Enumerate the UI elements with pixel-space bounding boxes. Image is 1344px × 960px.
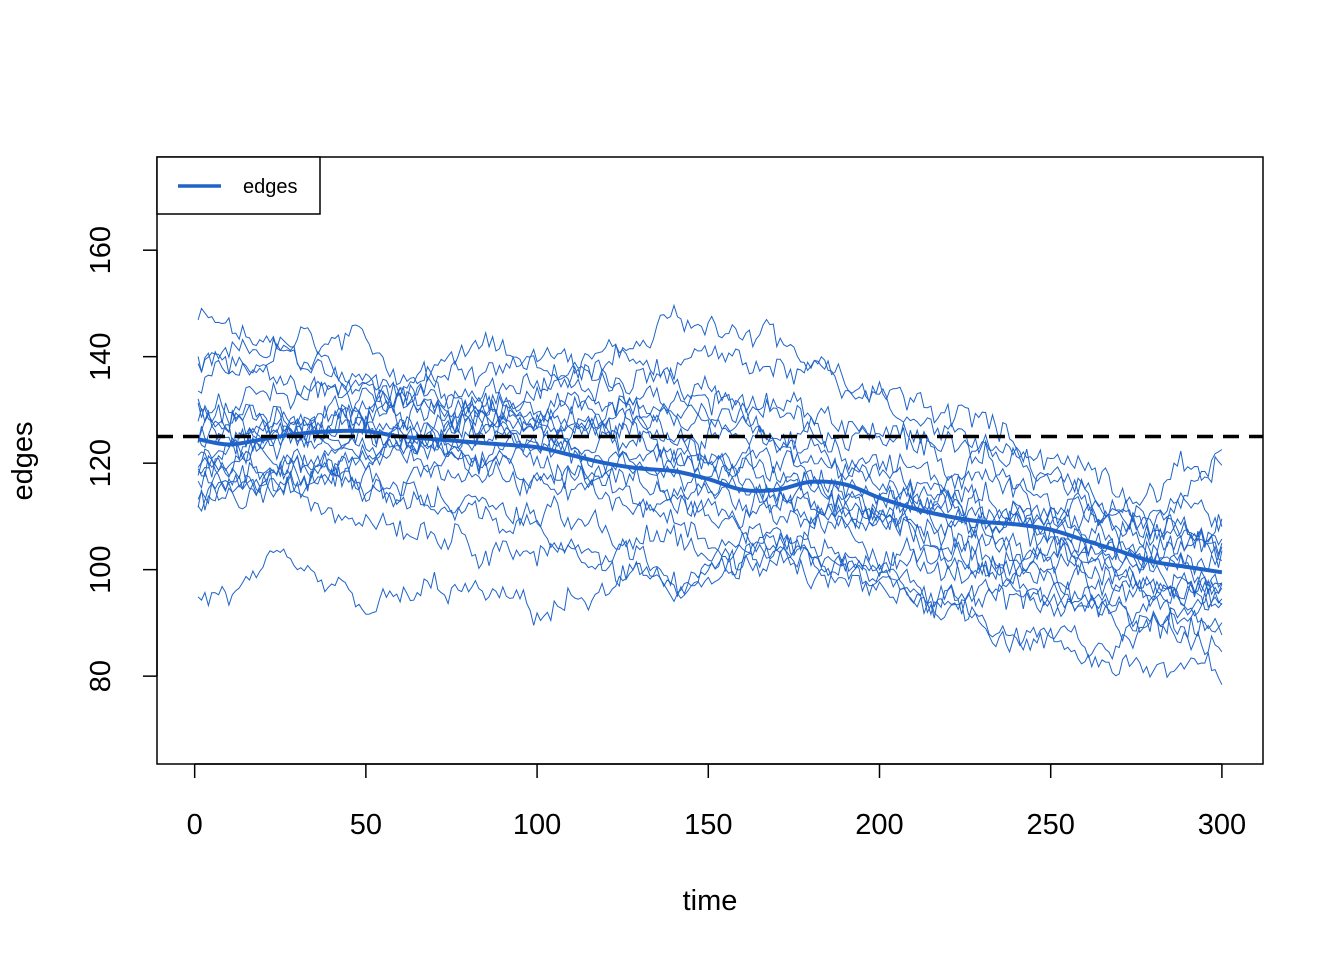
y-axis-title: edges [7, 421, 39, 500]
x-tick-label-0: 0 [187, 809, 203, 841]
simulation-line-1 [197, 307, 1223, 576]
x-tick-label-150: 150 [684, 809, 732, 841]
simulation-line-3 [197, 399, 1223, 617]
simulation-line-17 [197, 398, 1223, 656]
mean-edges-line [197, 428, 1223, 575]
simulation-line-19 [197, 405, 1223, 636]
simulation-line-13 [197, 342, 1223, 597]
simulation-line-4 [197, 404, 1223, 596]
simulation-line-15 [197, 424, 1223, 562]
simulation-line-8 [197, 344, 1223, 506]
x-axis-title: time [683, 885, 738, 917]
simulation-line-10 [197, 457, 1223, 661]
legend-label-edges: edges [243, 176, 298, 198]
simulation-line-18 [197, 303, 1223, 557]
x-tick-label-300: 300 [1198, 809, 1246, 841]
simulation-line-6 [197, 343, 1223, 548]
x-tick-label-100: 100 [513, 809, 561, 841]
mean-series-group [197, 428, 1223, 575]
y-tick-label-140: 140 [85, 333, 117, 381]
simulation-line-5 [197, 536, 1223, 685]
y-tick-label-100: 100 [85, 546, 117, 594]
x-tick-label-250: 250 [1027, 809, 1075, 841]
y-axis: 80 100 120 140 160 [85, 226, 158, 692]
legend: edges [156, 156, 321, 215]
x-tick-label-50: 50 [350, 809, 382, 841]
x-axis: 0 50 100 150 200 250 300 [187, 763, 1246, 841]
y-tick-label-120: 120 [85, 439, 117, 487]
simulation-series-group [197, 303, 1223, 685]
simulation-line-12 [197, 431, 1223, 636]
simulation-line-7 [197, 450, 1223, 619]
simulation-line-14 [197, 389, 1223, 533]
simulation-line-20 [197, 352, 1223, 572]
y-tick-label-80: 80 [85, 660, 117, 692]
y-tick-label-160: 160 [85, 226, 117, 274]
x-tick-label-200: 200 [855, 809, 903, 841]
simulation-line-2 [197, 324, 1223, 569]
